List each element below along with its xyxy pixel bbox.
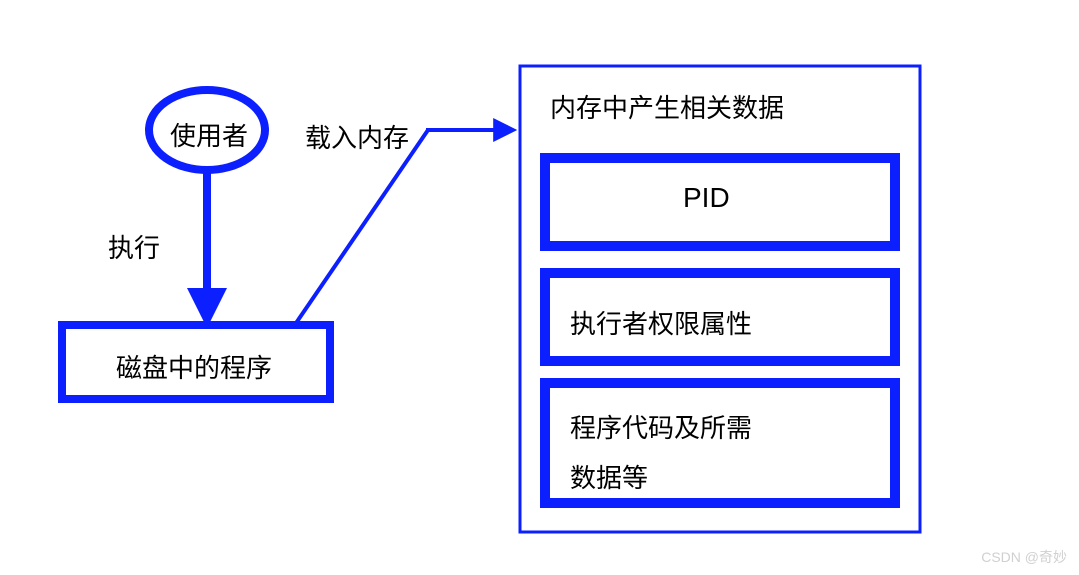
memory-container-label: 内存中产生相关数据 bbox=[550, 88, 784, 125]
code-data-label-2: 数据等 bbox=[570, 458, 648, 495]
permissions-label: 执行者权限属性 bbox=[570, 304, 752, 341]
pid-label: PID bbox=[683, 182, 730, 214]
watermark: CSDN @奇妙 bbox=[981, 547, 1067, 567]
program-label: 磁盘中的程序 bbox=[116, 348, 272, 385]
code-data-label-1: 程序代码及所需 bbox=[570, 408, 752, 445]
diagram-canvas bbox=[0, 0, 1079, 575]
edge-load-diagonal bbox=[294, 130, 428, 326]
execute-label: 执行 bbox=[108, 228, 160, 265]
load-label: 载入内存 bbox=[305, 118, 409, 155]
user-label: 使用者 bbox=[170, 116, 248, 153]
